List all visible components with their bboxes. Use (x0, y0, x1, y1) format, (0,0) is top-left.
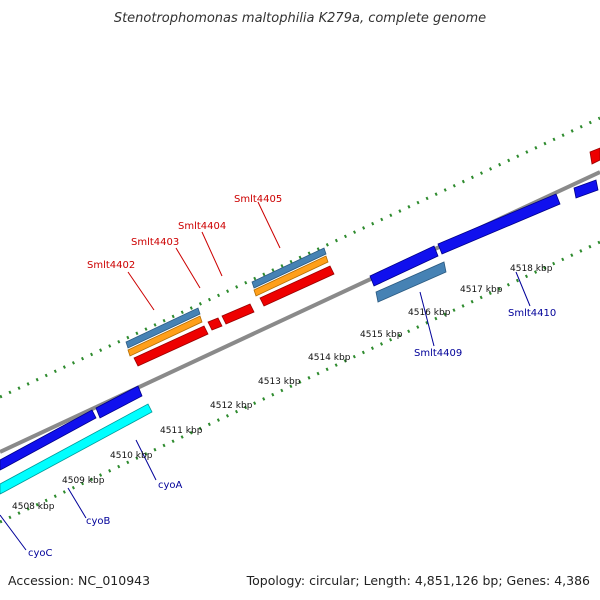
smlt4410-blue-gene (437, 193, 561, 255)
cyo-gene-blue-feature-1 (0, 409, 97, 471)
smlt4403-red-gene (207, 317, 223, 331)
leader-line-cyoA (135, 439, 157, 481)
leader-line-smlt4404 (201, 231, 223, 277)
gene-label-smlt4410: Smlt4410 (508, 308, 556, 319)
gene-label-smlt4409: Smlt4409 (414, 348, 462, 359)
gene-label-smlt4404: Smlt4404 (178, 221, 226, 232)
inner-tick-track (0, 240, 600, 524)
outer-tick-dots (0, 116, 600, 399)
gene-label-cyoB: cyoB (86, 516, 111, 527)
smlt4409-blue-gene (369, 245, 439, 287)
cyo-gene-cyan-feature (0, 403, 153, 495)
tick-label-4511: 4511 kbp (160, 426, 203, 436)
smlt4404-red-gene (221, 303, 255, 325)
gene-label-cyoA: cyoA (158, 480, 183, 491)
leader-lines (0, 201, 531, 551)
smlt4402-red-gene (133, 325, 209, 367)
leader-line-smlt4405 (257, 201, 281, 249)
smlt4409-steelblue-feature (375, 261, 447, 303)
tick-label-4518: 4518 kbp (510, 264, 553, 274)
leader-line-cyoC (0, 514, 27, 551)
tick-label-4514: 4514 kbp (308, 353, 351, 363)
genome-summary-text: Topology: circular; Length: 4,851,126 bp… (246, 573, 590, 588)
leader-line-cyoB (67, 487, 87, 519)
leader-line-smlt4403 (175, 247, 201, 289)
smlt4402-orange-feature (127, 315, 203, 357)
tick-label-4510: 4510 kbp (110, 451, 153, 461)
gene-label-smlt4403: Smlt4403 (131, 237, 179, 248)
edge-blue-gene (573, 179, 599, 199)
gene-label-smlt4402: Smlt4402 (87, 260, 135, 271)
gene-label-cyoC: cyoC (28, 548, 53, 559)
outer-tick-track (0, 116, 600, 399)
tick-label-4516: 4516 kbp (408, 308, 451, 318)
map-title: Stenotrophomonas maltophilia K279a, comp… (114, 11, 486, 26)
tick-label-4508: 4508 kbp (12, 502, 55, 512)
tick-label-4509: 4509 kbp (62, 476, 105, 486)
leader-line-smlt4410 (515, 271, 531, 307)
smlt4405-red-gene (259, 265, 335, 307)
tick-label-4515: 4515 kbp (360, 330, 403, 340)
smlt4405-orange-feature (253, 255, 329, 297)
leader-line-smlt4402 (127, 271, 155, 311)
edge-red-gene (589, 147, 600, 165)
cyo-gene-blue-feature-2 (95, 385, 143, 419)
smlt4405-steelblue-feature (251, 247, 327, 289)
tick-label-4513: 4513 kbp (258, 377, 301, 387)
leader-line-smlt4409 (419, 291, 435, 347)
smlt4402-steelblue-feature (125, 307, 201, 349)
tick-label-4517: 4517 kbp (460, 285, 503, 295)
gene-label-smlt4405: Smlt4405 (234, 194, 282, 205)
tick-label-4512: 4512 kbp (210, 401, 253, 411)
inner-tick-dots (0, 240, 600, 524)
accession-text: Accession: NC_010943 (8, 573, 150, 588)
